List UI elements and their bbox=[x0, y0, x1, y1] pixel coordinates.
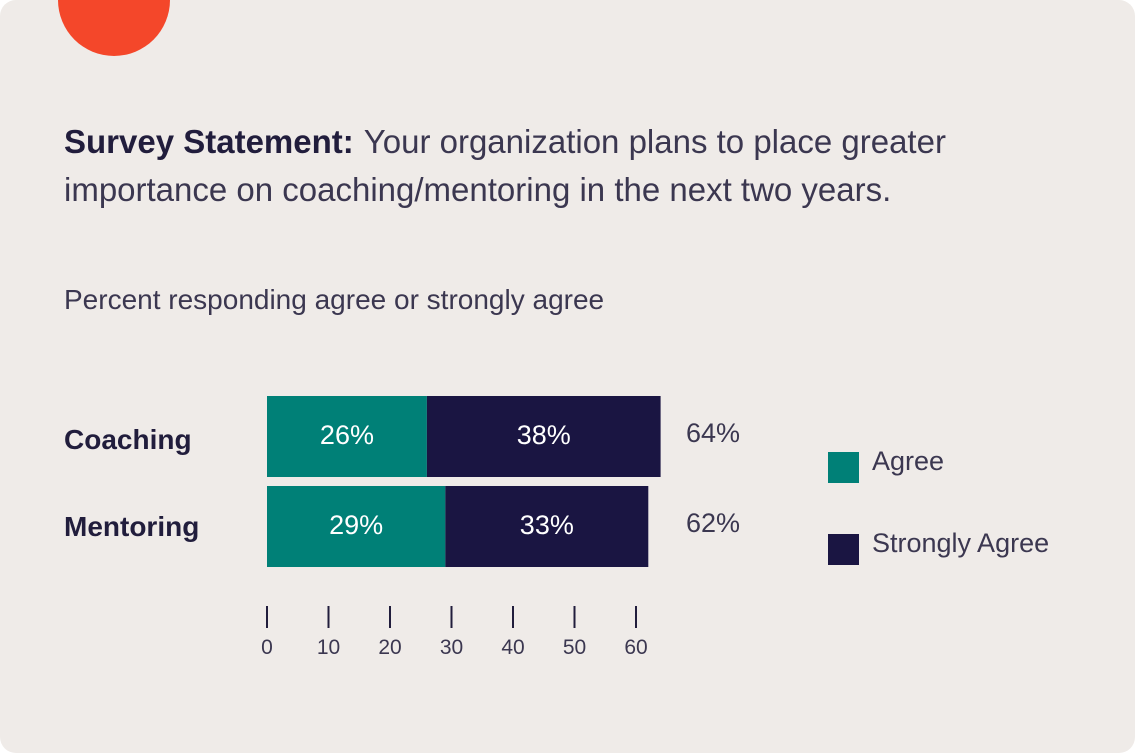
bar-mentoring-agree bbox=[267, 486, 446, 567]
category-label-mentoring: Mentoring bbox=[64, 511, 200, 542]
legend-label-agree: Agree bbox=[872, 446, 945, 476]
total-label-coaching: 64% bbox=[686, 418, 740, 448]
bar-label-coaching-strongly-agree: 38% bbox=[517, 420, 571, 450]
category-label-coaching: Coaching bbox=[64, 424, 192, 455]
statement-lead: Survey Statement: bbox=[64, 123, 354, 160]
bar-mentoring-strongly-agree bbox=[445, 486, 649, 567]
legend-swatch-strongly-agree bbox=[828, 534, 859, 565]
statement-text: Your organization plans to place greater… bbox=[64, 123, 946, 208]
bar-coaching-agree bbox=[267, 396, 427, 477]
x-tick-label-60: 60 bbox=[624, 636, 647, 659]
x-tick-label-10: 10 bbox=[317, 636, 340, 659]
legend-swatch-agree bbox=[828, 452, 859, 483]
bar-coaching-strongly-agree bbox=[426, 396, 661, 477]
bar-label-mentoring-strongly-agree: 33% bbox=[520, 510, 574, 540]
x-tick-label-40: 40 bbox=[501, 636, 524, 659]
chart-subtitle: Percent responding agree or strongly agr… bbox=[64, 284, 605, 315]
x-tick-label-20: 20 bbox=[378, 636, 401, 659]
total-label-mentoring: 62% bbox=[686, 508, 740, 538]
x-tick-label-30: 30 bbox=[440, 636, 463, 659]
legend-label-strongly-agree: Strongly Agree bbox=[872, 528, 1050, 558]
x-tick-label-0: 0 bbox=[261, 636, 273, 659]
x-tick-label-50: 50 bbox=[563, 636, 586, 659]
bar-label-coaching-agree: 26% bbox=[320, 420, 374, 450]
bar-label-mentoring-agree: 29% bbox=[329, 510, 383, 540]
survey-statement: Survey Statement: Your organization plans… bbox=[64, 118, 1074, 214]
